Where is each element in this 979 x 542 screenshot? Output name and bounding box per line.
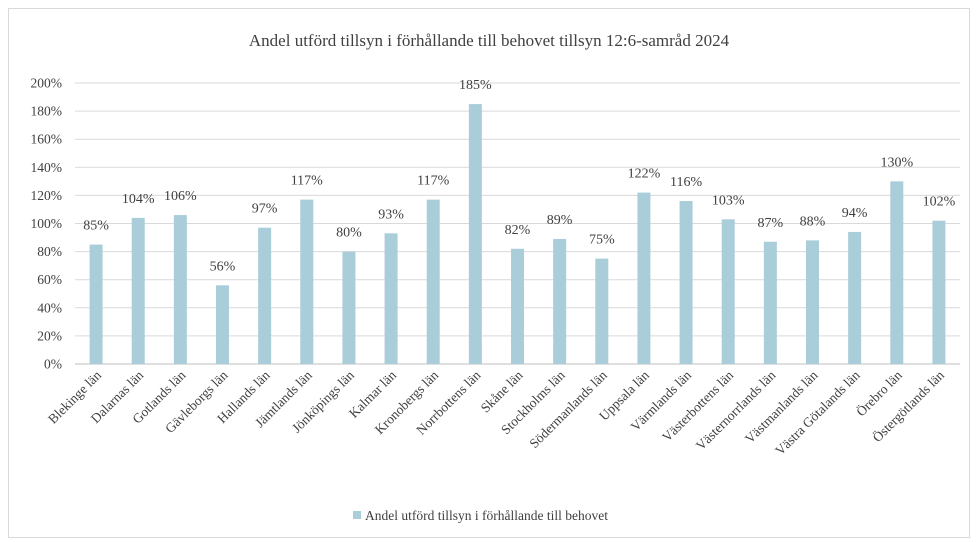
data-label: 94% — [842, 206, 868, 221]
data-label: 106% — [164, 189, 197, 204]
bar — [468, 104, 482, 364]
bar — [806, 240, 819, 364]
legend-swatch — [353, 511, 361, 519]
data-label: 97% — [252, 202, 278, 217]
data-label: 122% — [628, 167, 661, 182]
bar — [258, 227, 272, 364]
bar — [216, 285, 229, 364]
y-axis-labels: 0% 20% 40% 60% 80% 100% 120% 140% 160% 180% 200% — [31, 76, 63, 372]
bar — [300, 199, 314, 364]
data-label: 130% — [880, 155, 913, 170]
legend: Andel utförd tillsyn i förhållande till … — [353, 508, 608, 523]
y-tick-label: 20% — [37, 328, 62, 343]
data-label: 85% — [83, 219, 109, 234]
y-tick-label: 40% — [37, 300, 62, 315]
data-label: 82% — [505, 223, 531, 238]
data-label: 80% — [336, 226, 362, 241]
bar — [89, 244, 103, 364]
y-tick-label: 180% — [31, 104, 63, 119]
bar — [426, 199, 440, 364]
x-tick-label: Östergötlands län — [870, 367, 948, 445]
bar — [131, 217, 145, 364]
y-tick-label: 100% — [31, 216, 63, 231]
data-labels: 85% 104% 106% 56% 97% 117% 80% 93% 117% 185% 82% 89… — [83, 78, 955, 274]
bar — [890, 181, 904, 364]
data-label: 185% — [459, 78, 492, 93]
bar — [763, 241, 777, 364]
data-label: 88% — [800, 214, 826, 229]
bar — [848, 231, 862, 364]
data-label: 102% — [923, 195, 956, 210]
chart-title: Andel utförd tillsyn i förhållande till … — [249, 31, 730, 50]
bar — [173, 215, 187, 364]
data-label: 117% — [417, 174, 449, 189]
x-tick-label: Södermanlands län — [526, 367, 610, 451]
data-label: 117% — [291, 174, 323, 189]
data-label: 87% — [758, 216, 784, 231]
x-tick-label: Västernorrlands län — [693, 367, 779, 453]
y-tick-label: 80% — [37, 244, 62, 259]
bars — [89, 104, 946, 364]
y-tick-label: 140% — [31, 160, 63, 175]
x-tick-label: Västmanlands län — [742, 367, 821, 446]
bar — [595, 258, 609, 364]
bar — [384, 233, 398, 364]
y-tick-label: 60% — [37, 272, 62, 287]
bar — [511, 248, 524, 364]
bar — [637, 192, 651, 364]
bar — [679, 201, 693, 364]
data-label: 104% — [122, 192, 155, 207]
data-label: 56% — [210, 259, 236, 274]
y-tick-label: 160% — [31, 132, 63, 147]
legend-label: Andel utförd tillsyn i förhållande till … — [365, 508, 608, 523]
data-label: 75% — [589, 233, 615, 248]
data-label: 89% — [547, 213, 573, 228]
data-label: 103% — [712, 193, 745, 208]
data-label: 93% — [378, 207, 404, 222]
y-tick-label: 120% — [31, 188, 63, 203]
y-tick-label: 0% — [44, 357, 62, 372]
y-tick-label: 200% — [31, 76, 63, 91]
bar — [553, 238, 567, 364]
bar — [932, 220, 946, 364]
data-label: 116% — [670, 175, 702, 190]
bar — [342, 251, 356, 364]
bar — [721, 219, 735, 364]
